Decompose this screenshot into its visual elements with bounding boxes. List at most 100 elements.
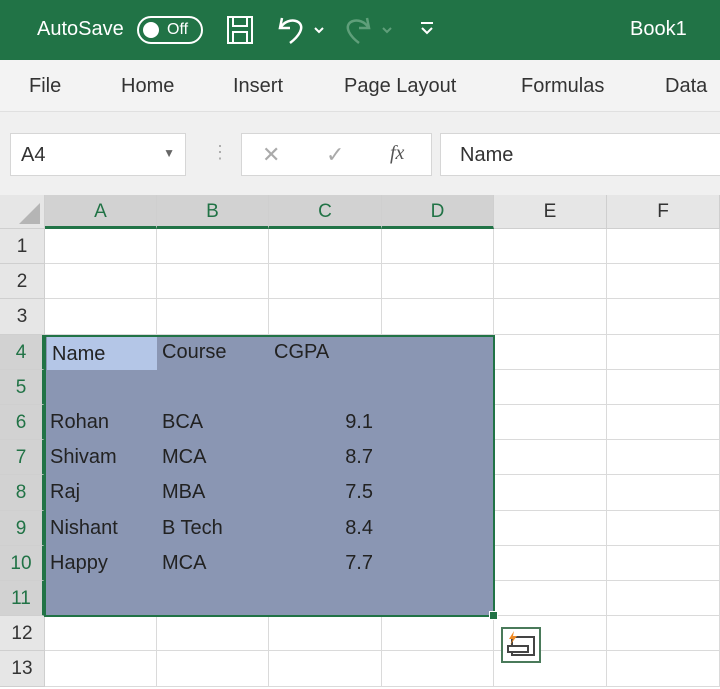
cell-B3[interactable] [157, 299, 269, 335]
row-header-5[interactable]: 5 [0, 369, 45, 405]
cell-B6[interactable]: BCA [162, 411, 204, 433]
cell-B1[interactable] [157, 229, 269, 265]
insert-function-icon[interactable]: fx [390, 142, 405, 164]
cell-B4[interactable]: Course [162, 340, 227, 363]
cell-D1[interactable] [382, 229, 494, 265]
cell-B2[interactable] [157, 264, 269, 300]
cell-A4[interactable]: Name [47, 336, 157, 370]
row-header-2[interactable]: 2 [0, 264, 45, 300]
cell-C7[interactable]: 8.7 [345, 446, 373, 469]
cell-C10[interactable]: 7.7 [345, 551, 373, 574]
row-header-7[interactable]: 7 [0, 440, 45, 476]
cell-D8[interactable] [382, 475, 494, 510]
cell-F1[interactable] [607, 229, 720, 265]
cell-E11[interactable] [494, 581, 607, 617]
cancel-icon[interactable]: ✕ [262, 142, 281, 167]
cell-F11[interactable] [607, 581, 720, 617]
row-header-13[interactable]: 13 [0, 651, 45, 687]
undo-icon[interactable] [276, 14, 326, 46]
row-header-9[interactable]: 9 [0, 510, 45, 546]
save-icon[interactable] [226, 15, 254, 45]
cell-D3[interactable] [382, 299, 494, 335]
column-header-D[interactable]: D [382, 195, 494, 229]
column-header-B[interactable]: B [157, 195, 269, 229]
enter-icon[interactable]: ✓ [326, 142, 345, 167]
cell-E9[interactable] [494, 510, 607, 546]
cell-A10[interactable]: Happy [50, 551, 108, 574]
row-header-10[interactable]: 10 [0, 545, 45, 581]
tab-home[interactable]: Home [121, 75, 175, 97]
cell-F8[interactable] [607, 475, 720, 511]
cell-D12[interactable] [382, 616, 494, 652]
cell-C4[interactable]: CGPA [274, 340, 330, 363]
splitter-handle[interactable]: ⋮ [211, 142, 229, 162]
cell-F12[interactable] [607, 616, 720, 652]
cell-B5[interactable] [157, 370, 269, 405]
cell-C12[interactable] [269, 616, 382, 652]
cell-F9[interactable] [607, 510, 720, 546]
cell-C1[interactable] [269, 229, 382, 265]
cell-C11[interactable] [269, 581, 382, 616]
cell-F5[interactable] [607, 369, 720, 405]
cell-A12[interactable] [45, 616, 157, 652]
cell-D7[interactable] [382, 440, 494, 475]
row-header-4[interactable]: 4 [0, 334, 45, 370]
column-header-C[interactable]: C [269, 195, 382, 229]
tab-file[interactable]: File [29, 75, 62, 97]
row-header-3[interactable]: 3 [0, 299, 45, 335]
customize-qat-icon[interactable] [419, 20, 435, 38]
row-header-6[interactable]: 6 [0, 405, 45, 441]
cell-E2[interactable] [494, 264, 607, 300]
cell-F13[interactable] [607, 651, 720, 687]
row-header-12[interactable]: 12 [0, 616, 45, 652]
cell-D4[interactable] [382, 335, 494, 370]
cell-A2[interactable] [45, 264, 157, 300]
cell-E4[interactable] [494, 334, 607, 370]
cell-A8[interactable]: Raj [50, 481, 81, 504]
tab-data[interactable]: Data [665, 75, 708, 97]
cell-F3[interactable] [607, 299, 720, 335]
cell-F4[interactable] [607, 334, 720, 370]
cell-B7[interactable]: MCA [162, 446, 207, 469]
cell-A3[interactable] [45, 299, 157, 335]
cell-B11[interactable] [157, 581, 269, 616]
select-all-button[interactable] [0, 195, 45, 229]
cell-A5[interactable] [45, 370, 157, 405]
column-header-A[interactable]: A [45, 195, 157, 229]
cell-A13[interactable] [45, 651, 157, 687]
cell-C3[interactable] [269, 299, 382, 335]
cell-C5[interactable] [269, 370, 382, 405]
cell-E5[interactable] [494, 369, 607, 405]
cell-D5[interactable] [382, 370, 494, 405]
cell-C2[interactable] [269, 264, 382, 300]
cell-F10[interactable] [607, 545, 720, 581]
name-box[interactable]: A4 ▼ [10, 133, 186, 176]
fill-handle[interactable] [489, 611, 498, 621]
column-header-F[interactable]: F [607, 195, 720, 229]
cell-A6[interactable]: Rohan [50, 411, 109, 433]
cell-C13[interactable] [269, 651, 382, 687]
cell-E1[interactable] [494, 229, 607, 265]
formula-input[interactable]: Name [440, 133, 720, 176]
row-header-8[interactable]: 8 [0, 475, 45, 511]
cell-E3[interactable] [494, 299, 607, 335]
cell-D2[interactable] [382, 264, 494, 300]
tab-insert[interactable]: Insert [233, 75, 284, 97]
chevron-down-icon[interactable]: ▼ [163, 146, 175, 160]
cell-E7[interactable] [494, 440, 607, 476]
cell-D10[interactable] [382, 546, 494, 581]
cell-D13[interactable] [382, 651, 494, 687]
cell-A7[interactable]: Shivam [50, 446, 117, 469]
cell-D9[interactable] [382, 511, 494, 546]
cell-B13[interactable] [157, 651, 269, 687]
column-header-E[interactable]: E [494, 195, 607, 229]
cell-A11[interactable] [45, 581, 157, 616]
tab-page-layout[interactable]: Page Layout [344, 75, 457, 97]
cell-B8[interactable]: MBA [162, 481, 206, 504]
row-header-1[interactable]: 1 [0, 229, 45, 265]
cell-F7[interactable] [607, 440, 720, 476]
cell-E10[interactable] [494, 545, 607, 581]
cell-B12[interactable] [157, 616, 269, 652]
cell-C9[interactable]: 8.4 [345, 516, 373, 539]
cell-C8[interactable]: 7.5 [345, 481, 373, 504]
